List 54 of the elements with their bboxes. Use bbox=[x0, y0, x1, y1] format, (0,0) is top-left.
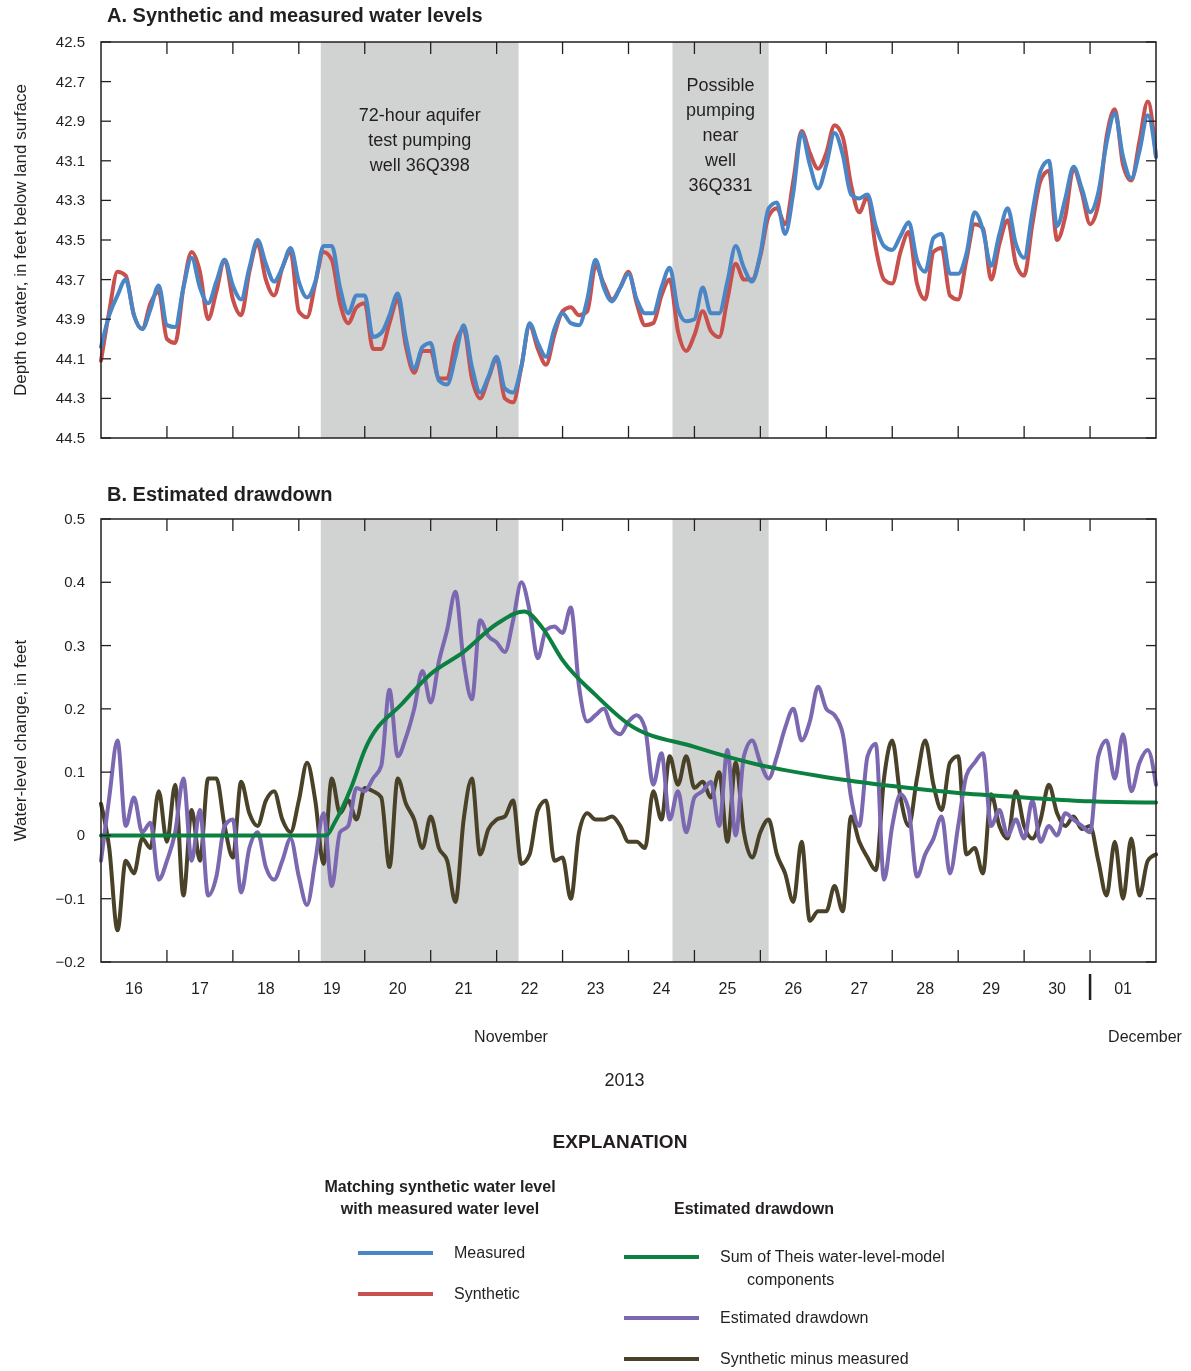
x-tick-label: 29 bbox=[982, 980, 1001, 997]
y-tick-label: −0.2 bbox=[55, 953, 85, 970]
x-tick-label: 18 bbox=[256, 980, 275, 997]
y-tick-label: 0.1 bbox=[64, 763, 85, 781]
legend-label: Sum of Theis water-level-model components bbox=[720, 1248, 945, 1288]
x-tick-label: 30 bbox=[1048, 980, 1067, 997]
y-tick-label: 44.1 bbox=[55, 349, 85, 367]
legend-label: Estimated drawdown bbox=[720, 1309, 869, 1326]
y-tick-label: 43.9 bbox=[55, 310, 85, 328]
legend-label: Synthetic minus measured bbox=[720, 1350, 909, 1367]
y-tick-label: 43.3 bbox=[55, 191, 85, 209]
x-tick-label: 24 bbox=[652, 980, 671, 997]
y-tick-label: 44.3 bbox=[55, 389, 85, 407]
y-tick-label: 42.5 bbox=[55, 33, 85, 50]
band-label: 72-hour aquifer test pumping well 36Q398 bbox=[358, 105, 481, 175]
y-tick-label: 43.5 bbox=[55, 231, 85, 248]
x-tick-label: 25 bbox=[718, 980, 737, 997]
line-series bbox=[99, 580, 1158, 908]
y-tick-label: 42.7 bbox=[55, 72, 85, 90]
x-tick-label: 28 bbox=[916, 980, 935, 997]
y-tick-label: 0 bbox=[76, 826, 85, 844]
y-tick-label: 0.2 bbox=[64, 699, 85, 717]
legend-label: Measured bbox=[454, 1244, 526, 1261]
y-tick-label: 44.5 bbox=[55, 429, 85, 446]
x-tick-label: 26 bbox=[784, 980, 803, 997]
y-tick-label: 43.1 bbox=[55, 151, 85, 169]
x-tick-label: 19 bbox=[322, 980, 341, 997]
y-axis-title: Depth to water, in feet below land surface bbox=[11, 84, 30, 396]
x-tick-label: 22 bbox=[520, 980, 539, 997]
y-tick-label: 43.7 bbox=[55, 270, 85, 288]
x-axis-title: 2013 bbox=[604, 1070, 645, 1090]
chart-title: B. Estimated drawdown bbox=[107, 483, 333, 505]
band-label: Possible pumping near well 36Q331 bbox=[686, 75, 756, 195]
x-tick-label: 21 bbox=[454, 980, 473, 997]
x-tick-label: 23 bbox=[586, 980, 605, 997]
y-tick-label: 0.3 bbox=[64, 636, 85, 654]
line-series bbox=[99, 609, 1158, 838]
x-tick-label: 16 bbox=[125, 980, 143, 997]
text: EXPLANATION bbox=[552, 1131, 688, 1152]
x-tick-label: 17 bbox=[191, 980, 209, 997]
text: December bbox=[1108, 1028, 1183, 1045]
y-tick-label: 0.5 bbox=[64, 510, 85, 527]
y-tick-label: −0.1 bbox=[55, 889, 85, 907]
y-tick-label: 42.9 bbox=[55, 112, 85, 130]
x-tick-label: 20 bbox=[388, 980, 407, 997]
legend-label: Synthetic bbox=[454, 1285, 520, 1302]
x-tick-label: 27 bbox=[850, 980, 869, 997]
y-axis-title: Water-level change, in feet bbox=[11, 639, 30, 842]
legend-title: Estimated drawdown bbox=[673, 1200, 835, 1217]
text: November bbox=[474, 1028, 549, 1045]
chart-title: A. Synthetic and measured water levels bbox=[107, 4, 483, 26]
x-tick-label: 01 bbox=[1114, 980, 1133, 997]
legend-title: Matching synthetic water level with measured water level bbox=[324, 1178, 556, 1217]
y-tick-label: 0.4 bbox=[64, 573, 85, 591]
